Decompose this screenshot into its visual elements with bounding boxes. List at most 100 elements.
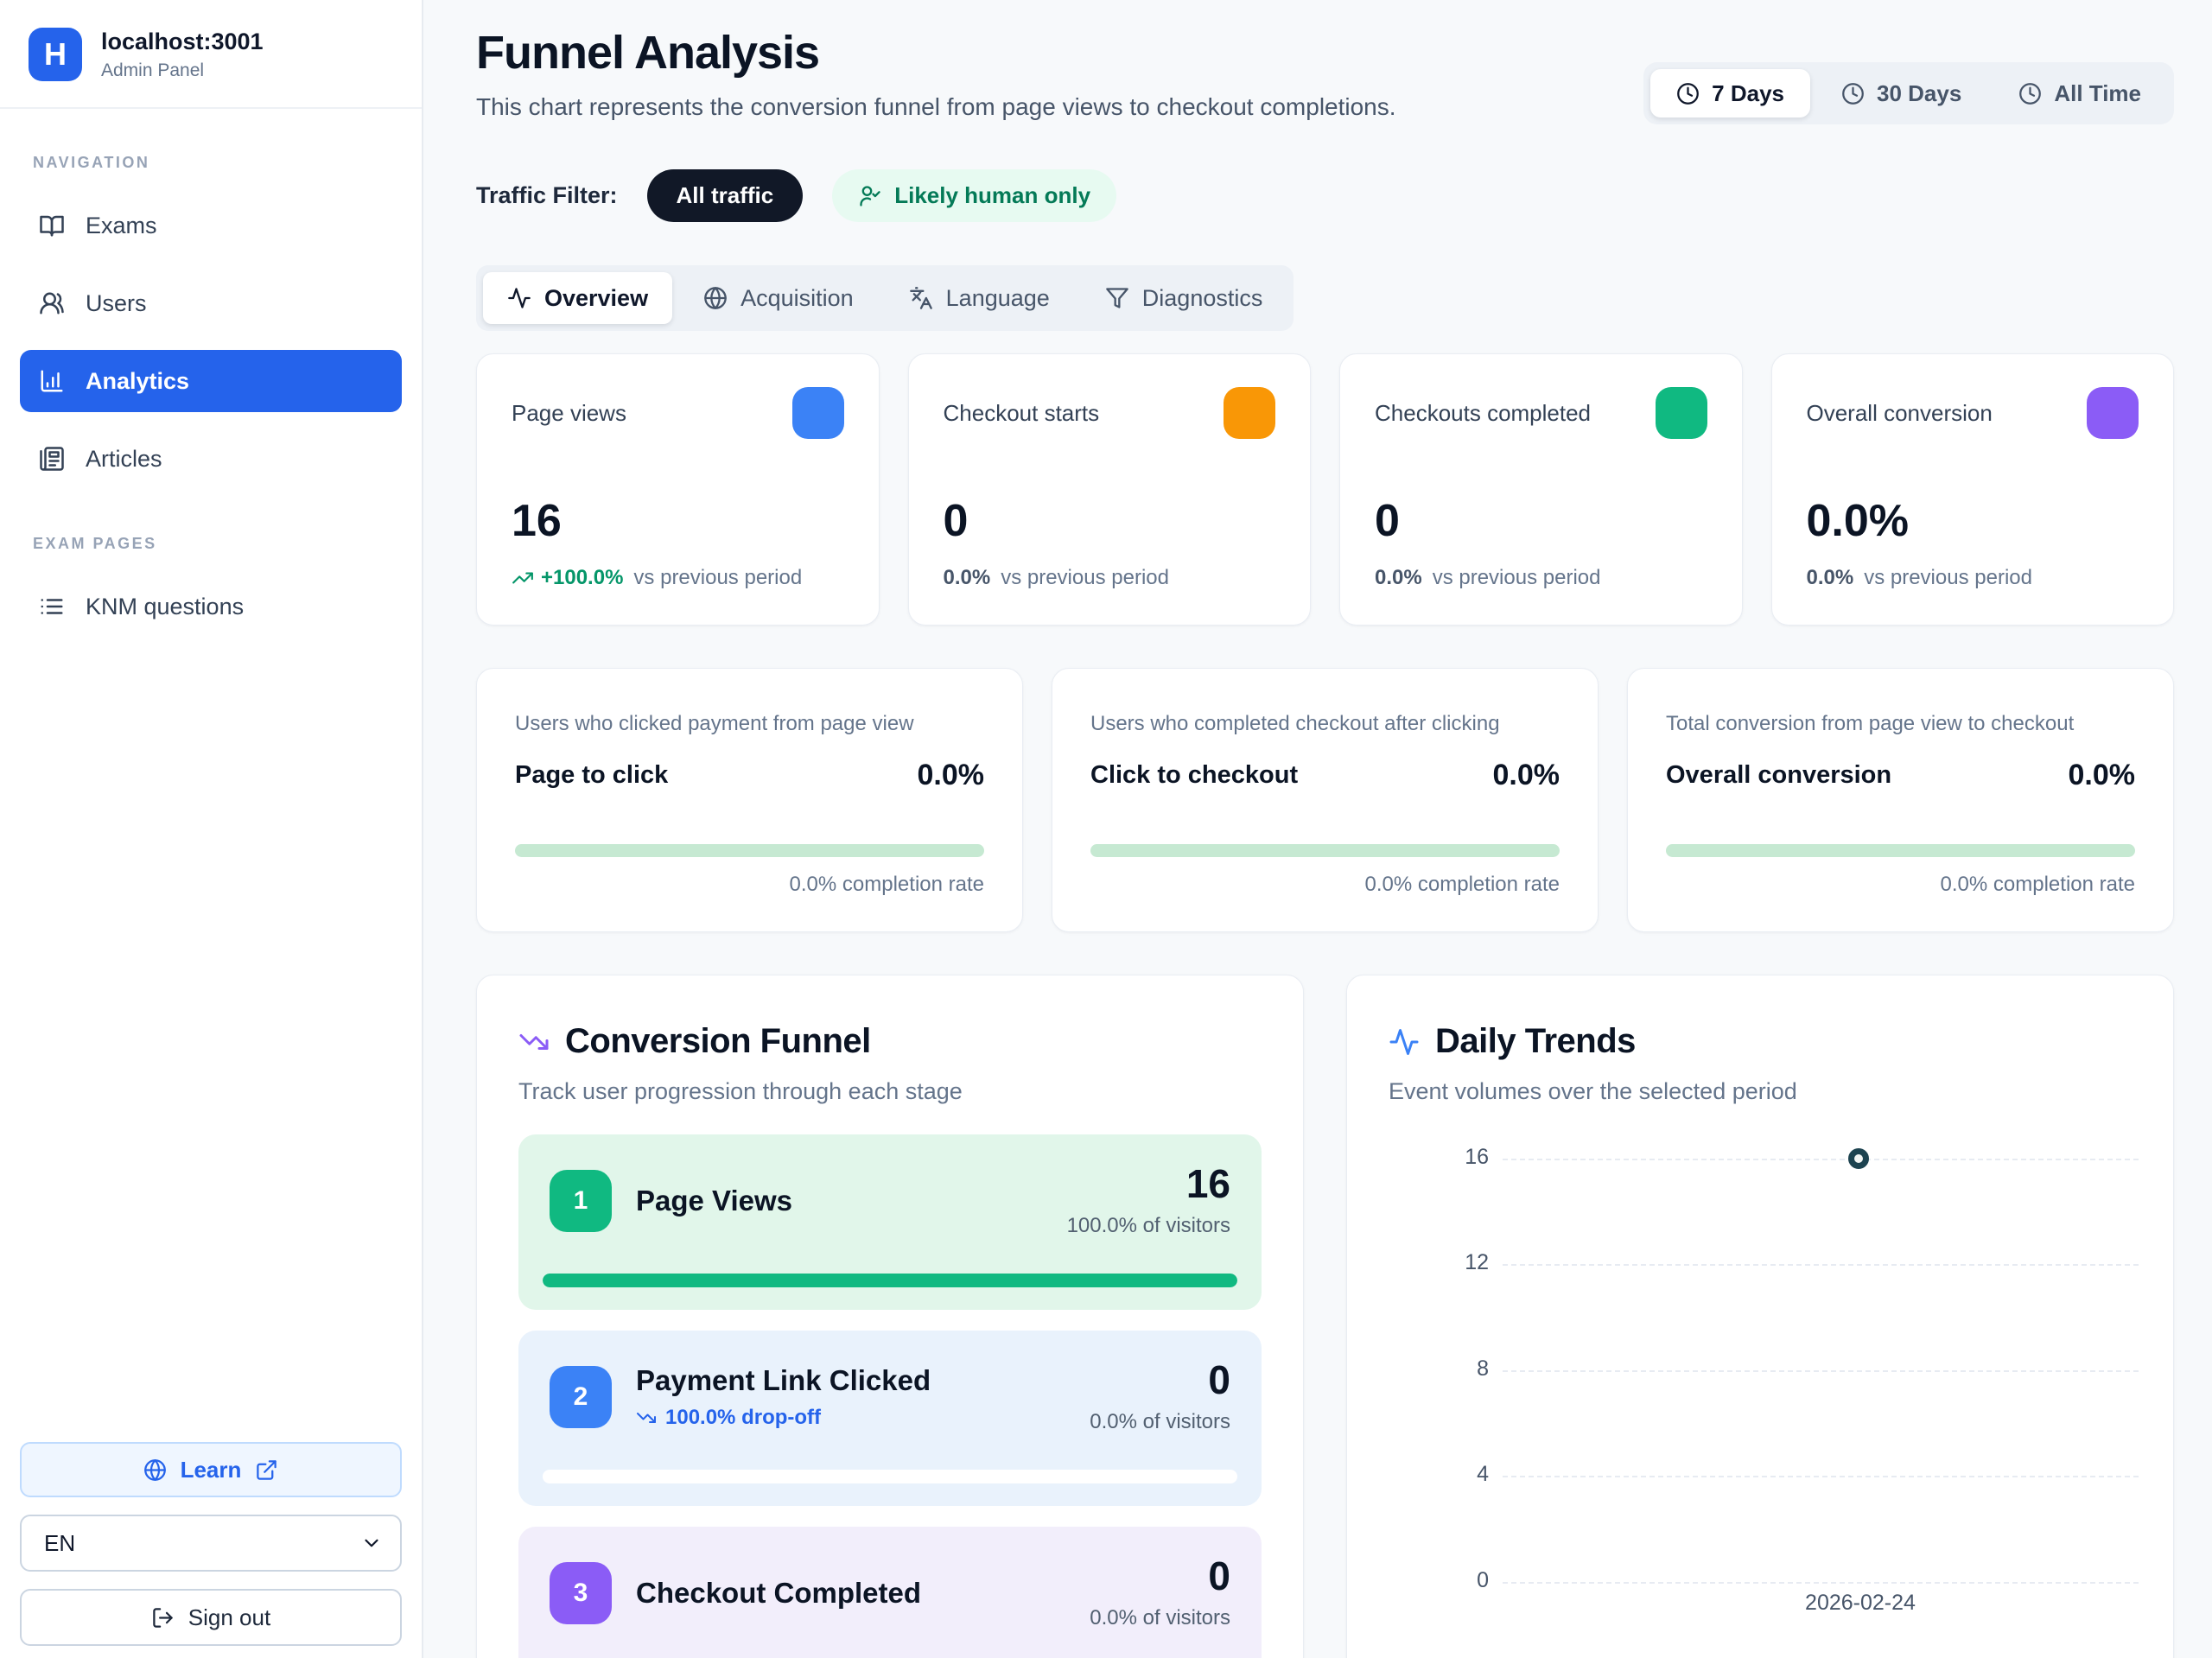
rate-label: Click to checkout	[1090, 761, 1299, 789]
metric-card-checkout-starts: Checkout starts 0 0.0% vs previous perio…	[907, 353, 1311, 626]
daily-trends-panel: Daily Trends Event volumes over the sele…	[1346, 975, 2174, 1658]
sidebar-footer: Learn EN Sign out	[20, 1442, 402, 1646]
sidebar-item-knm-questions[interactable]: KNM questions	[20, 575, 402, 638]
all-traffic-button[interactable]: All traffic	[646, 169, 804, 222]
sidebar-item-label: Articles	[86, 445, 162, 472]
language-select-value: EN	[44, 1529, 76, 1556]
tab-label: Acquisition	[741, 284, 854, 311]
metric-delta-suffix: vs previous period	[1864, 566, 2032, 589]
time-range-30-days[interactable]: 30 Days	[1815, 69, 1987, 118]
tab-diagnostics[interactable]: Diagnostics	[1081, 272, 1287, 324]
rate-card-click-to-checkout: Users who completed checkout after click…	[1052, 668, 1599, 932]
y-tick: 4	[1477, 1462, 1489, 1486]
conversion-funnel-panel: Conversion Funnel Track user progression…	[476, 975, 1304, 1658]
panel-subtitle: Track user progression through each stag…	[518, 1078, 963, 1104]
tab-label: Language	[945, 284, 1050, 311]
metric-card-checkouts-completed: Checkouts completed 0 0.0% vs previous p…	[1339, 353, 1743, 626]
stage-share: 0.0% of visitors	[1090, 1410, 1230, 1433]
user-check-icon	[860, 185, 880, 206]
sidebar-item-analytics[interactable]: Analytics	[20, 350, 402, 412]
sidebar-item-label: KNM questions	[86, 593, 245, 619]
metric-label: Page views	[512, 399, 626, 426]
time-range-all-time[interactable]: All Time	[1993, 69, 2167, 118]
x-axis-label: 2026-02-24	[1805, 1591, 1916, 1615]
likely-human-only-button[interactable]: Likely human only	[832, 169, 1117, 222]
chevron-down-icon	[365, 1539, 378, 1547]
sidebar-item-exams[interactable]: Exams	[20, 194, 402, 257]
book-open-icon	[40, 215, 64, 237]
rate-description: Total conversion from page view to check…	[1666, 712, 2075, 735]
stage-value: 0	[1208, 1553, 1230, 1598]
sidebar-item-articles[interactable]: Articles	[20, 428, 402, 490]
sign-out-button[interactable]: Sign out	[20, 1589, 402, 1646]
clock-icon	[1842, 82, 1864, 105]
bar-chart-icon	[41, 370, 63, 392]
rate-description: Users who clicked payment from page view	[515, 712, 914, 735]
nav-section-label: NAVIGATION	[33, 154, 150, 171]
log-out-icon	[153, 1607, 173, 1628]
main-content: Funnel Analysis This chart represents th…	[423, 0, 2212, 1658]
tab-overview[interactable]: Overview	[483, 272, 673, 324]
learn-button[interactable]: Learn	[20, 1442, 402, 1497]
newspaper-icon	[40, 447, 64, 471]
trending-down-icon	[637, 1413, 656, 1423]
external-link-icon	[257, 1459, 277, 1480]
tab-language[interactable]: Language	[885, 272, 1074, 324]
daily-trends-chart: 16 12 8 4 0 2026-02-24	[1347, 975, 2173, 1658]
time-range-label: 30 Days	[1877, 79, 1962, 106]
stage-dropoff: 100.0% drop-off	[665, 1406, 822, 1429]
stage-label: Checkout Completed	[636, 1577, 922, 1609]
gridline	[1503, 1159, 2139, 1160]
metric-label: Checkouts completed	[1375, 399, 1592, 426]
stage-share: 0.0% of visitors	[1090, 1606, 1230, 1629]
tab-acquisition[interactable]: Acquisition	[679, 272, 878, 324]
metric-delta-value: +100.0%	[541, 566, 624, 589]
progress-bar	[515, 844, 984, 857]
panel-title: Daily Trends	[1435, 1022, 1636, 1060]
metric-value: 0	[1375, 496, 1400, 546]
languages-icon	[909, 287, 932, 309]
metric-card-page-views: Page views 16 +100.0% vs previous period	[476, 353, 880, 626]
exam-section-label: EXAM PAGES	[33, 535, 157, 552]
progress-bar	[1666, 844, 2135, 857]
language-select[interactable]: EN	[20, 1515, 402, 1572]
stage-label: Payment Link Clicked	[636, 1364, 931, 1396]
gridline	[1503, 1476, 2139, 1477]
learn-button-label: Learn	[180, 1456, 242, 1483]
sidebar-item-label: Analytics	[86, 367, 190, 394]
metric-value: 0	[943, 496, 969, 546]
data-point	[1848, 1148, 1869, 1169]
completion-rate: 0.0% completion rate	[789, 873, 984, 896]
metric-delta-suffix: vs previous period	[633, 566, 803, 589]
app-subtitle: Admin Panel	[101, 60, 205, 80]
rate-value: 0.0%	[2068, 759, 2136, 791]
time-range-label: All Time	[2054, 79, 2141, 106]
y-tick: 12	[1465, 1250, 1489, 1274]
globe-icon	[143, 1458, 166, 1481]
funnel-stage-payment-link-clicked: 2 Payment Link Clicked 100.0% drop-off	[518, 1331, 1262, 1506]
app-title: localhost:3001	[101, 28, 264, 54]
sidebar-nav: Exams Users Analytics Articles	[0, 194, 422, 490]
rate-card-page-to-click: Users who clicked payment from page view…	[476, 668, 1023, 932]
tab-label: Overview	[544, 284, 649, 311]
funnel-stage-checkout-completed: 3 Checkout Completed 0 0.0% of visitors	[518, 1527, 1262, 1658]
y-tick: 16	[1465, 1145, 1489, 1169]
y-tick: 8	[1477, 1356, 1489, 1381]
stage-number-badge: 3	[550, 1562, 612, 1624]
page-subtitle: This chart represents the conversion fun…	[476, 93, 1396, 120]
rate-cards: Users who clicked payment from page view…	[476, 668, 2174, 932]
filter-icon	[1105, 288, 1128, 308]
time-range-label: 7 Days	[1712, 79, 1785, 106]
sidebar-exam-nav: KNM questions	[0, 575, 422, 638]
stage-share: 100.0% of visitors	[1066, 1214, 1230, 1237]
stage-progress-bar	[543, 1470, 1237, 1483]
sidebar: H localhost:3001 Admin Panel NAVIGATION …	[0, 0, 423, 1658]
panel-title: Conversion Funnel	[565, 1022, 871, 1060]
activity-icon	[508, 288, 531, 308]
metric-label: Overall conversion	[1806, 399, 1993, 426]
metric-delta-suffix: vs previous period	[1432, 566, 1601, 589]
rate-value: 0.0%	[1492, 759, 1560, 791]
time-range-7-days[interactable]: 7 Days	[1650, 69, 1811, 118]
sidebar-item-users[interactable]: Users	[20, 272, 402, 334]
